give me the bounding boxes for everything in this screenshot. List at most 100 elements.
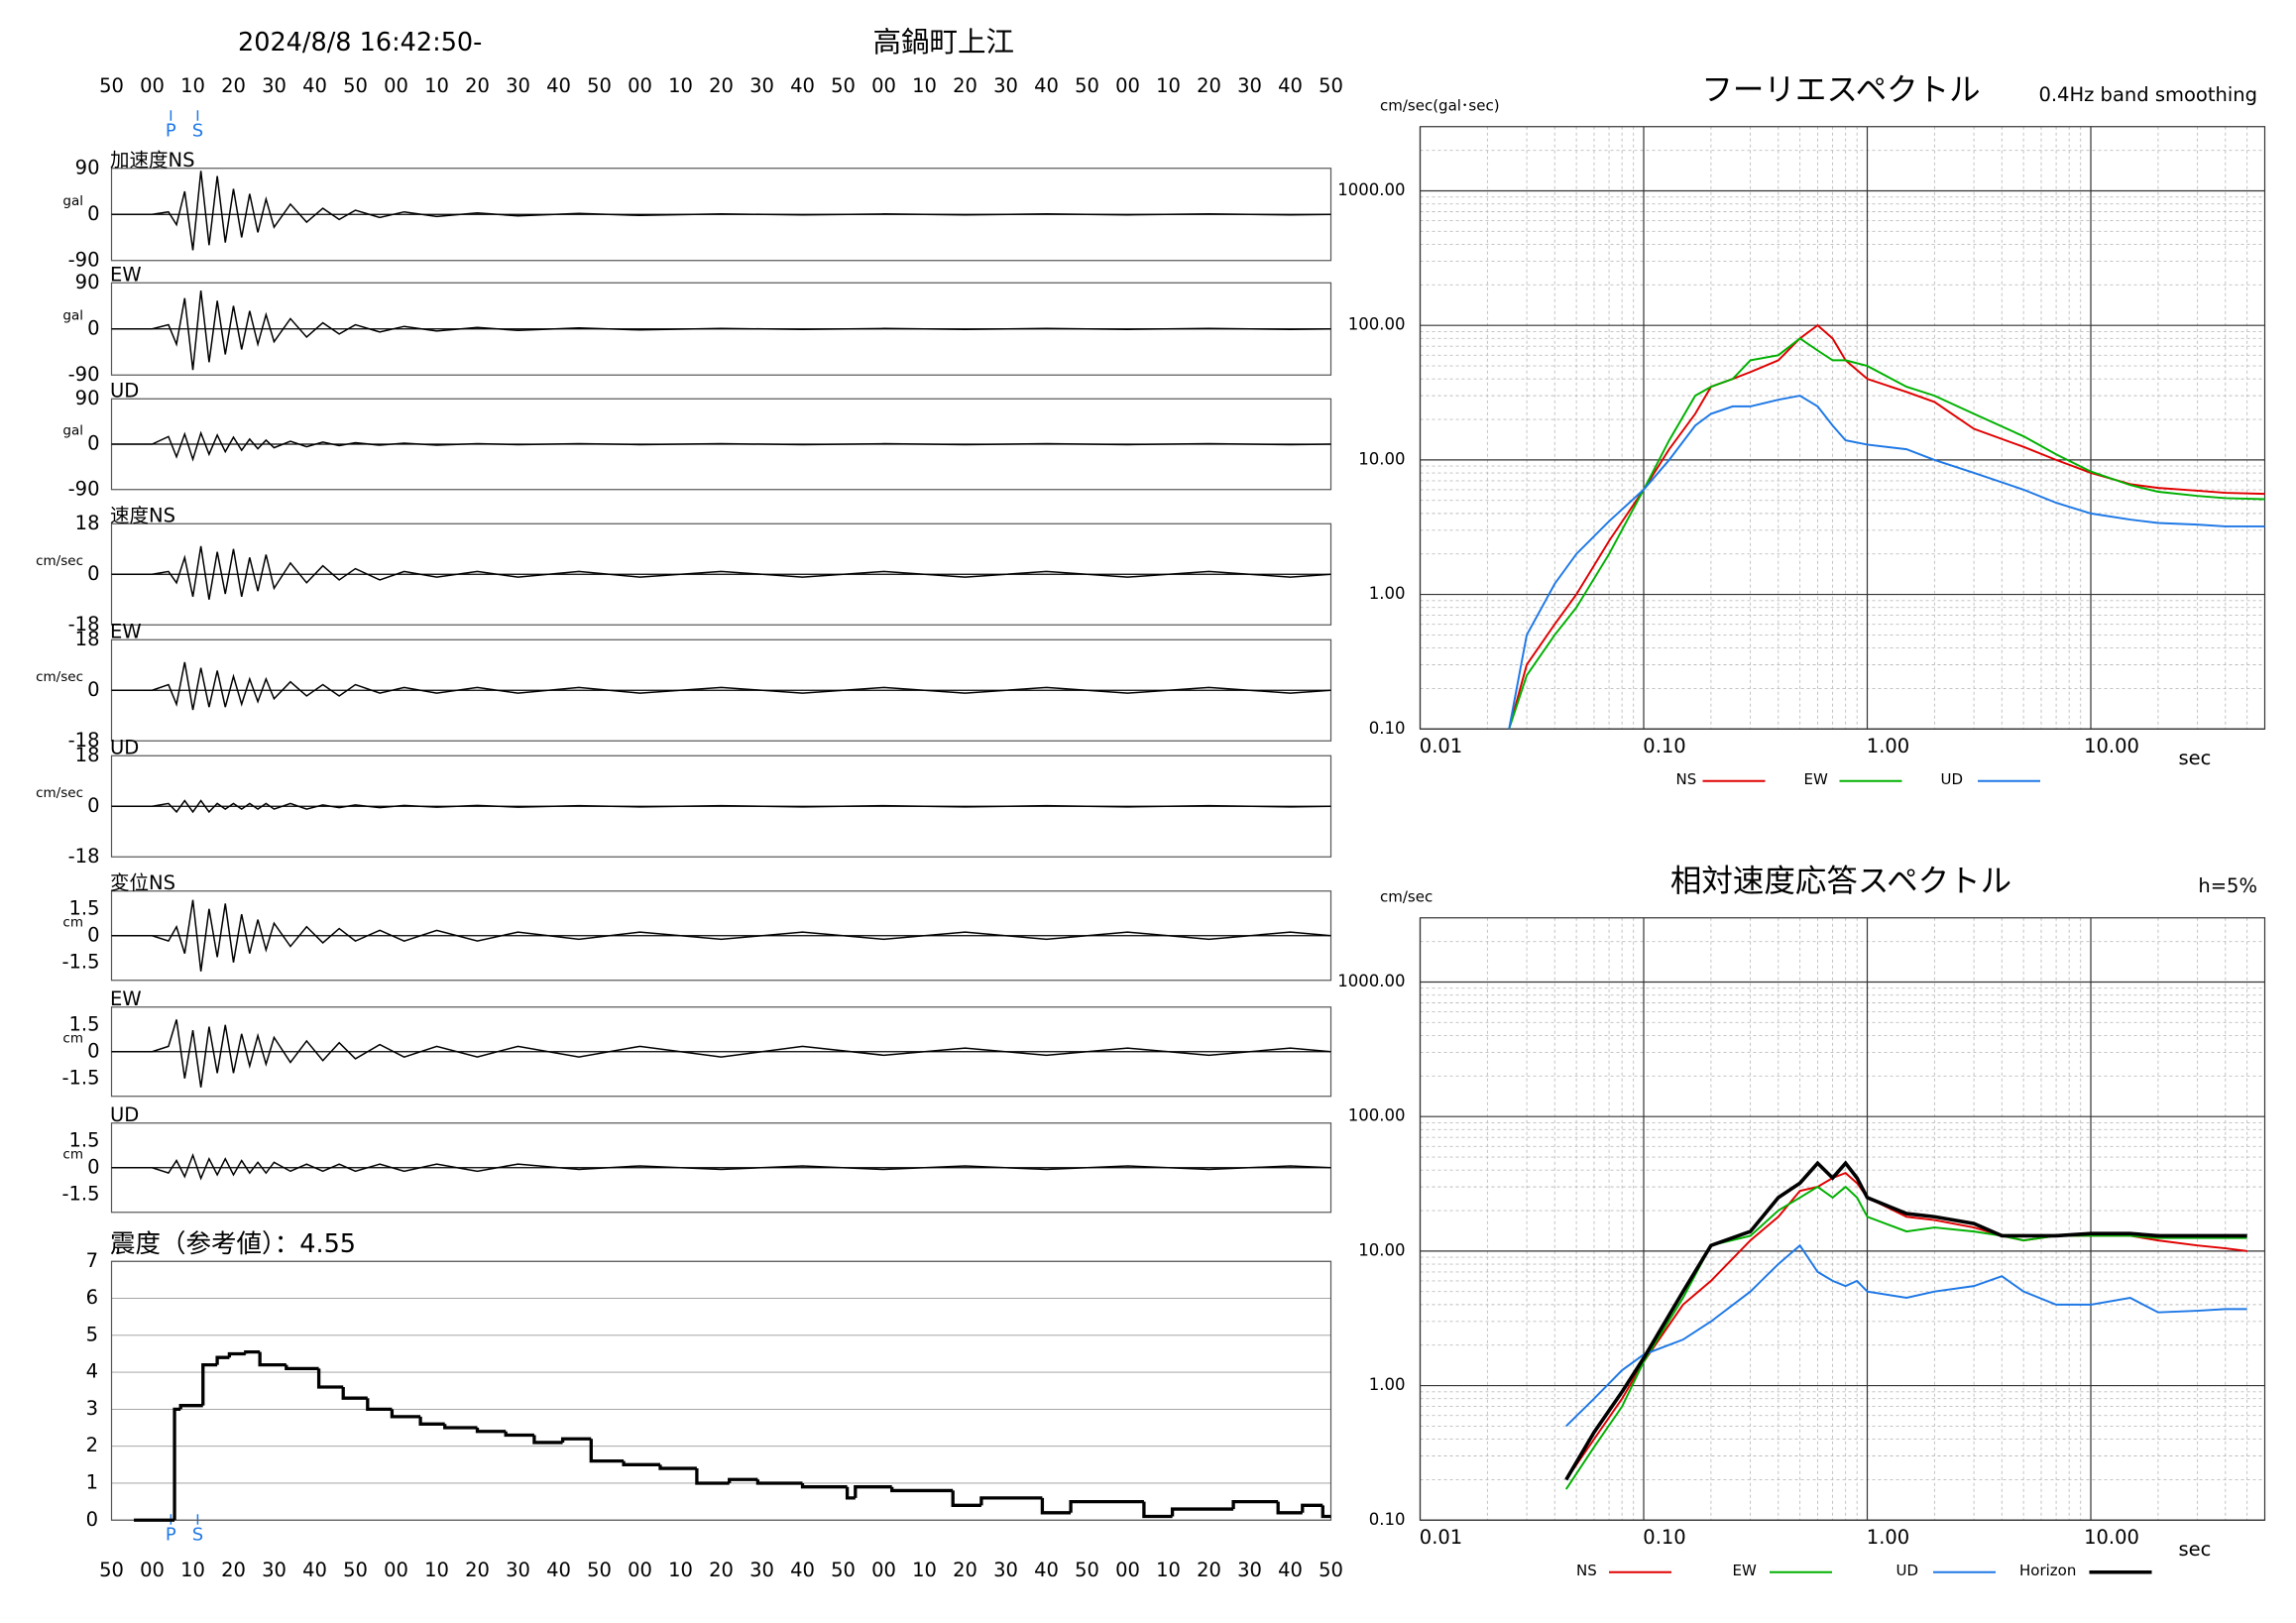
y-tick-label: 1000.00: [1337, 180, 1405, 199]
panel-label: 変位NS: [110, 871, 175, 894]
time-tick-label: 10: [424, 1559, 449, 1581]
time-tick-label: 20: [709, 1559, 734, 1581]
y-tick-label: 0: [87, 432, 99, 455]
waveform: [111, 545, 1331, 600]
y-tick-label: 1: [86, 1470, 98, 1493]
time-tick-label: 30: [749, 1559, 774, 1581]
time-tick-label: 00: [871, 74, 896, 97]
time-tick-label: 30: [262, 1559, 287, 1581]
intensity-step: [443, 1424, 478, 1430]
time-tick-label: 50: [1075, 1559, 1099, 1581]
time-tick-label: 40: [790, 1559, 815, 1581]
legend-label: UD: [1941, 770, 1964, 788]
time-tick-label: 40: [302, 74, 327, 97]
intensity-step: [316, 1368, 344, 1389]
panel-label: UD: [110, 1103, 139, 1126]
waveform: [111, 1019, 1331, 1088]
y-tick-label: 2: [86, 1434, 98, 1456]
intensity-step: [1231, 1499, 1279, 1510]
intensity-step: [1040, 1497, 1072, 1515]
phase-label: P: [166, 1524, 176, 1545]
y-tick-label: 6: [86, 1286, 98, 1309]
y-tick-label: 100.00: [1348, 1106, 1406, 1125]
intensity-step: [178, 1404, 203, 1410]
intensity-step: [418, 1416, 445, 1426]
panel-label: EW: [110, 620, 142, 642]
time-tick-label: 50: [343, 1559, 368, 1581]
datetime: 2024/8/8 16:42:50-: [238, 28, 482, 58]
time-tick-label: 00: [384, 74, 408, 97]
y-tick-label: 1.5: [68, 896, 99, 919]
y-tick-label: 1000.00: [1337, 972, 1405, 990]
time-tick-label: 30: [993, 1559, 1018, 1581]
y-tick-label: -90: [68, 477, 100, 500]
intensity-step: [215, 1355, 230, 1365]
time-tick-label: 10: [180, 74, 205, 97]
time-tick-label: 50: [1075, 74, 1099, 97]
station: 高鍋町上江: [873, 26, 1015, 58]
time-tick-label: 20: [221, 74, 246, 97]
y-tick-label: 0: [87, 1039, 99, 1062]
time-tick-label: 20: [953, 74, 977, 97]
time-tick-label: 40: [1034, 1559, 1059, 1581]
y-tick-label: 0.10: [1369, 719, 1406, 738]
time-tick-label: 00: [140, 1559, 165, 1581]
x-tick-label: 10.00: [2084, 735, 2139, 757]
time-tick-label: 30: [749, 74, 774, 97]
time-tick-label: 10: [668, 74, 693, 97]
spectrum-line: [1565, 1243, 2247, 1428]
intensity-step: [845, 1486, 856, 1500]
y-tick-label: -18: [68, 613, 100, 636]
intensity-step: [390, 1409, 421, 1419]
waveform: [111, 661, 1331, 711]
unit-label: cm: [62, 1030, 83, 1046]
spectrum-line: [1508, 337, 2265, 730]
time-tick-label: 10: [1156, 1559, 1181, 1581]
intensity-step: [285, 1364, 319, 1371]
intensity-step: [1276, 1501, 1303, 1515]
panel-label: 速度NS: [110, 504, 175, 526]
y-tick-label: 90: [75, 156, 100, 178]
time-tick-label: 50: [831, 1559, 856, 1581]
time-tick-label: 30: [262, 74, 287, 97]
time-tick-label: 50: [1319, 1559, 1343, 1581]
intensity-step: [622, 1460, 660, 1466]
x-tick-label: 0.01: [1420, 1526, 1462, 1549]
time-tick-label: 50: [831, 74, 856, 97]
time-tick-label: 00: [1115, 74, 1140, 97]
y-tick-label: 18: [75, 744, 100, 766]
time-tick-label: 50: [99, 1559, 124, 1581]
time-tick-label: 10: [424, 74, 449, 97]
waveform: [111, 290, 1331, 371]
intensity-step: [244, 1349, 261, 1354]
time-tick-label: 00: [628, 1559, 652, 1581]
time-tick-label: 00: [871, 1559, 896, 1581]
y-tick-label: 0: [87, 794, 99, 817]
chart-title: フーリエスペクトル: [1701, 72, 1980, 108]
x-tick-label: 0.10: [1643, 1526, 1685, 1549]
time-tick-label: 20: [221, 1559, 246, 1581]
unit-label: cm/sec: [36, 669, 83, 685]
time-tick-label: 20: [709, 74, 734, 97]
time-tick-label: 50: [343, 74, 368, 97]
intensity-step: [201, 1362, 218, 1406]
intensity-step: [695, 1468, 730, 1485]
time-tick-label: 50: [587, 1559, 612, 1581]
y-tick-label: 0.10: [1369, 1510, 1406, 1529]
y-tick-label: 0: [87, 1155, 99, 1178]
y-axis-label: cm/sec: [1380, 887, 1433, 905]
intensity-step: [1320, 1505, 1331, 1519]
intensity-step: [532, 1435, 563, 1445]
time-tick-label: 00: [140, 74, 165, 97]
x-tick-label: 0.10: [1643, 735, 1685, 757]
time-tick-label: 20: [465, 74, 490, 97]
y-tick-label: 0: [87, 562, 99, 585]
intensity-step: [951, 1490, 981, 1507]
spectrum-line: [1564, 1160, 2247, 1481]
x-axis-label: sec: [2179, 1538, 2212, 1561]
time-tick-label: 30: [1237, 1559, 1262, 1581]
waveform: [111, 171, 1331, 251]
time-tick-label: 30: [506, 1559, 530, 1581]
intensity-step: [475, 1428, 507, 1434]
